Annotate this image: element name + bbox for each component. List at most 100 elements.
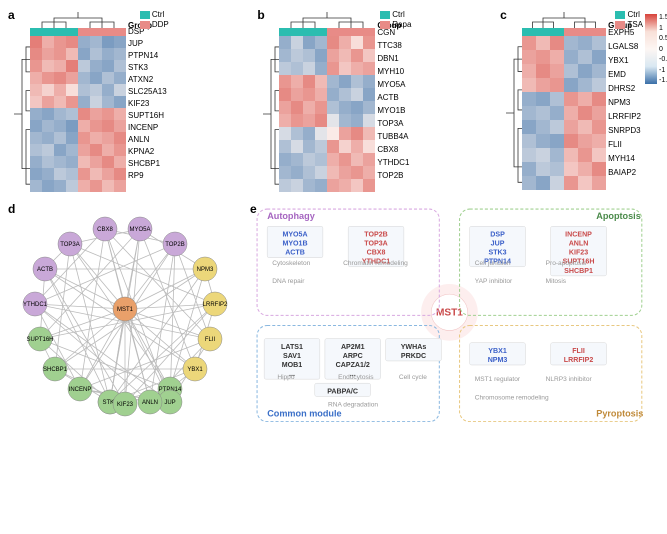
heatmap-cell bbox=[279, 166, 291, 179]
gene-label: CAPZA1/2 bbox=[336, 361, 370, 369]
annotation-label: MST1 regulator bbox=[475, 376, 521, 383]
heatmap-cell bbox=[315, 75, 327, 88]
heatmap-body: GroupDSPJUPPTPN14STK3ATXN2SLC25A13KIF23S… bbox=[10, 36, 167, 192]
gene-label: DHRS2 bbox=[608, 82, 641, 96]
group-cell bbox=[303, 28, 315, 36]
gene-label: MYO1B bbox=[377, 104, 409, 117]
heatmap-cell bbox=[114, 72, 126, 84]
heatmap-cell bbox=[303, 75, 315, 88]
color-scale: 1.510.50-0.5-1-1.5 bbox=[645, 10, 657, 192]
heatmap-cell bbox=[303, 49, 315, 62]
heatmap-cell bbox=[30, 48, 42, 60]
heatmap-cell bbox=[327, 166, 339, 179]
heatmap-cell bbox=[327, 179, 339, 192]
network-node-label: MYO5A bbox=[129, 227, 150, 233]
gene-label: MOB1 bbox=[282, 361, 303, 369]
panel-label-a: a bbox=[8, 8, 15, 22]
heatmap-cell bbox=[30, 36, 42, 48]
gene-label: LGALS8 bbox=[608, 40, 641, 54]
gene-label: LATS1 bbox=[281, 343, 303, 351]
heatmap-cell bbox=[78, 132, 90, 144]
module-box: AutophagyMYO5AMYO1BACTBTOP2BTOP3ACBX8YTH… bbox=[257, 209, 439, 315]
group-cell bbox=[291, 28, 303, 36]
heatmap-cell bbox=[303, 101, 315, 114]
heatmap-cell bbox=[536, 92, 550, 106]
heatmap-cell bbox=[592, 162, 606, 176]
heatmap-cell bbox=[30, 132, 42, 144]
heatmap-cell bbox=[66, 156, 78, 168]
heatmap-cell bbox=[114, 108, 126, 120]
heatmap-cell bbox=[564, 78, 578, 92]
heatmap-cell bbox=[564, 36, 578, 50]
network-node-label: INCENP bbox=[69, 387, 92, 393]
heatmap-cell bbox=[78, 168, 90, 180]
heatmap-cell bbox=[42, 156, 54, 168]
heatmap-cell bbox=[564, 50, 578, 64]
group-cell bbox=[279, 28, 291, 36]
gene-label: TOP2B bbox=[377, 169, 409, 182]
gene-label: NPM3 bbox=[488, 356, 508, 364]
group-cell bbox=[54, 28, 66, 36]
heatmap-cell bbox=[291, 127, 303, 140]
scale-tick: -1 bbox=[659, 67, 667, 74]
heatmap-cell bbox=[363, 114, 375, 127]
scale-tick: -1.5 bbox=[659, 77, 667, 84]
heatmap-cell bbox=[279, 140, 291, 153]
row-dendrogram bbox=[259, 36, 279, 192]
heatmap-cell bbox=[66, 48, 78, 60]
gene-label: PABPA/C bbox=[327, 387, 358, 395]
heatmap-body: GroupCGNTTC38DBN1MYH10MYO5AACTBMYO1BTOP3… bbox=[259, 36, 409, 192]
group-cell bbox=[66, 28, 78, 36]
row-dendrogram bbox=[502, 36, 522, 190]
heatmap-cell bbox=[54, 156, 66, 168]
gene-label: STK3 bbox=[488, 249, 506, 257]
scale-tick: 1 bbox=[659, 25, 667, 32]
heatmap-cell bbox=[522, 50, 536, 64]
heatmap-cell bbox=[550, 36, 564, 50]
heatmap-cell bbox=[90, 48, 102, 60]
network-node-label: LRRFIP2 bbox=[203, 302, 228, 308]
heatmap-cell bbox=[42, 36, 54, 48]
heatmap-cell bbox=[78, 144, 90, 156]
heatmap-cell bbox=[564, 106, 578, 120]
heatmap-b: bCtrl RapaGroupCGNTTC38DBN1MYH10MYO5AACT… bbox=[259, 10, 409, 192]
heatmap-cell bbox=[363, 62, 375, 75]
network-node: TOP3A bbox=[58, 232, 82, 256]
network-node: MYO5A bbox=[128, 217, 152, 241]
heatmap-cell bbox=[114, 60, 126, 72]
gene-label: SAV1 bbox=[283, 352, 301, 360]
heatmap-cell bbox=[78, 48, 90, 60]
heatmap-cell bbox=[578, 106, 592, 120]
heatmap-cell bbox=[578, 36, 592, 50]
gene-label: MYO5A bbox=[377, 78, 409, 91]
heatmap-cell bbox=[363, 36, 375, 49]
col-dendrogram bbox=[522, 10, 606, 28]
heatmap-cell bbox=[54, 144, 66, 156]
heatmap-cell bbox=[339, 140, 351, 153]
gene-label: ANLN bbox=[128, 134, 167, 146]
module-title: Common module bbox=[267, 409, 341, 419]
gene-label: FLII bbox=[572, 347, 585, 355]
gene-label: BAIAP2 bbox=[608, 166, 641, 180]
annotation-label: NLRP3 inhibitor bbox=[546, 376, 593, 383]
heatmap-cell bbox=[522, 162, 536, 176]
heatmap-cell bbox=[315, 88, 327, 101]
network-node-label: TOP2B bbox=[165, 242, 185, 248]
panel-label-e: e bbox=[250, 202, 257, 216]
group-cell bbox=[363, 28, 375, 36]
module-box: Common moduleLATS1SAV1MOB1...AP2M1ARPCCA… bbox=[257, 326, 441, 422]
gene-label: SLC25A13 bbox=[128, 86, 167, 98]
heatmap-cell bbox=[363, 166, 375, 179]
gene-label: MYO1B bbox=[282, 240, 307, 248]
gene-label: PRKDC bbox=[401, 352, 426, 360]
group-cell bbox=[339, 28, 351, 36]
gene-label: TOP3A bbox=[377, 117, 409, 130]
heatmap-cell bbox=[66, 108, 78, 120]
heatmap-cell bbox=[550, 92, 564, 106]
heatmap-cell bbox=[102, 168, 114, 180]
heatmap-cell bbox=[327, 127, 339, 140]
group-cell bbox=[90, 28, 102, 36]
heatmap-cell bbox=[30, 156, 42, 168]
scale-tick: 1.5 bbox=[659, 14, 667, 21]
heatmap-grid bbox=[279, 36, 375, 192]
